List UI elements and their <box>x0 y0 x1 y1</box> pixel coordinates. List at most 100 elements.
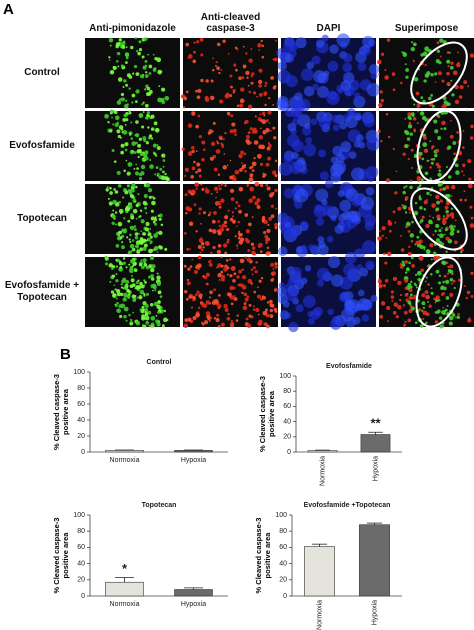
signal <box>445 216 449 220</box>
signal <box>217 263 222 268</box>
signal <box>183 96 187 101</box>
signal <box>456 230 460 234</box>
signal <box>392 276 397 282</box>
signal <box>215 61 218 64</box>
signal <box>404 63 407 66</box>
signal <box>430 158 433 161</box>
signal <box>217 307 220 310</box>
signal <box>239 98 245 104</box>
signal <box>216 313 220 317</box>
signal <box>326 91 340 105</box>
signal <box>227 312 230 316</box>
signal <box>342 53 353 63</box>
signal <box>158 230 163 236</box>
y-axis-label-box: % Cleaved caspase-3 positive area <box>52 518 70 594</box>
signal <box>460 248 464 252</box>
signal <box>232 220 236 224</box>
signal <box>216 191 219 194</box>
signal <box>416 105 420 109</box>
signal <box>220 143 224 147</box>
signal <box>419 244 424 250</box>
signal <box>159 167 163 171</box>
signal <box>122 257 126 260</box>
signal <box>379 314 384 319</box>
signal <box>109 69 115 75</box>
signal <box>294 188 309 203</box>
y-tick-label: 60 <box>77 544 85 551</box>
signal <box>122 196 125 199</box>
signal <box>185 90 189 94</box>
signal <box>137 51 141 56</box>
signal <box>404 278 409 283</box>
signal <box>456 130 459 134</box>
signal <box>274 173 278 178</box>
signal <box>138 113 144 118</box>
signal <box>141 159 144 161</box>
signal <box>441 219 447 225</box>
signal <box>109 186 112 190</box>
signal <box>217 324 221 328</box>
signal <box>469 53 474 58</box>
y-tick-label: 80 <box>279 528 287 535</box>
micrograph <box>276 33 381 113</box>
signal <box>146 86 151 91</box>
row-label: Evofosfamide <box>9 140 75 151</box>
signal <box>213 210 217 215</box>
signal <box>144 103 149 108</box>
signal <box>135 185 138 189</box>
signal <box>438 169 442 172</box>
signal <box>236 104 240 107</box>
signal <box>454 240 458 245</box>
signal <box>115 273 118 276</box>
signal <box>139 209 143 212</box>
signal <box>409 304 413 308</box>
signal <box>468 317 471 319</box>
signal <box>261 55 265 59</box>
signal <box>119 265 123 269</box>
signal <box>359 267 369 277</box>
signal <box>196 290 200 294</box>
signal <box>215 149 221 154</box>
signal <box>198 207 202 211</box>
signal <box>231 265 236 271</box>
signal <box>161 153 166 158</box>
signal <box>227 113 230 116</box>
signal <box>454 99 460 105</box>
signal <box>144 116 148 120</box>
signal <box>124 190 129 195</box>
signal <box>270 76 274 80</box>
signal <box>201 303 206 308</box>
signal <box>113 188 116 191</box>
signal <box>184 289 188 294</box>
signal <box>143 238 147 243</box>
signal <box>140 259 143 262</box>
signal <box>116 308 121 314</box>
signal <box>438 274 442 277</box>
signal <box>326 235 334 243</box>
signal <box>461 170 464 173</box>
signal <box>117 221 123 227</box>
signal <box>317 72 329 84</box>
signal <box>110 290 115 294</box>
signal <box>247 278 253 284</box>
signal <box>194 293 198 297</box>
signal <box>227 238 230 242</box>
signal <box>114 211 118 214</box>
signal <box>378 278 381 281</box>
signal <box>145 221 150 227</box>
signal <box>131 93 136 98</box>
signal <box>129 240 132 244</box>
signal <box>193 269 199 275</box>
signal <box>264 81 268 85</box>
signal <box>117 234 120 237</box>
signal <box>361 314 370 322</box>
signal <box>437 137 440 141</box>
signal <box>272 103 275 106</box>
signal <box>111 274 116 278</box>
signal <box>433 297 436 300</box>
signal <box>123 217 126 220</box>
signal <box>184 193 188 197</box>
signal <box>401 262 406 267</box>
signal <box>350 167 365 181</box>
signal <box>153 233 159 238</box>
